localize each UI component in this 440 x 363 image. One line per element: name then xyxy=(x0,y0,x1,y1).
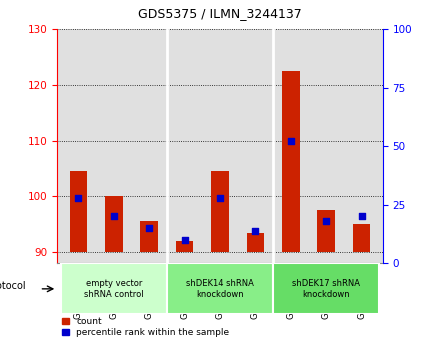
Point xyxy=(358,213,365,219)
Bar xyxy=(211,171,229,252)
Bar xyxy=(317,210,335,252)
Text: empty vector
shRNA control: empty vector shRNA control xyxy=(84,279,143,299)
Point xyxy=(110,213,117,219)
Legend: count, percentile rank within the sample: count, percentile rank within the sample xyxy=(62,317,229,337)
Bar xyxy=(61,263,167,314)
Point xyxy=(75,195,82,201)
Bar xyxy=(282,71,300,252)
Bar xyxy=(167,263,273,314)
Bar xyxy=(176,241,194,252)
Bar xyxy=(273,263,379,314)
Bar xyxy=(140,221,158,252)
Text: GDS5375 / ILMN_3244137: GDS5375 / ILMN_3244137 xyxy=(138,7,302,20)
Bar xyxy=(353,224,370,252)
Bar xyxy=(70,171,87,252)
Text: protocol: protocol xyxy=(0,281,26,291)
Point xyxy=(252,228,259,233)
Text: shDEK14 shRNA
knockdown: shDEK14 shRNA knockdown xyxy=(186,279,254,299)
Point xyxy=(146,225,153,231)
Text: shDEK17 shRNA
knockdown: shDEK17 shRNA knockdown xyxy=(292,279,360,299)
Point xyxy=(216,195,224,201)
Point xyxy=(323,218,330,224)
Point xyxy=(181,237,188,243)
Bar xyxy=(246,233,264,252)
Point xyxy=(287,139,294,144)
Bar xyxy=(105,196,123,252)
